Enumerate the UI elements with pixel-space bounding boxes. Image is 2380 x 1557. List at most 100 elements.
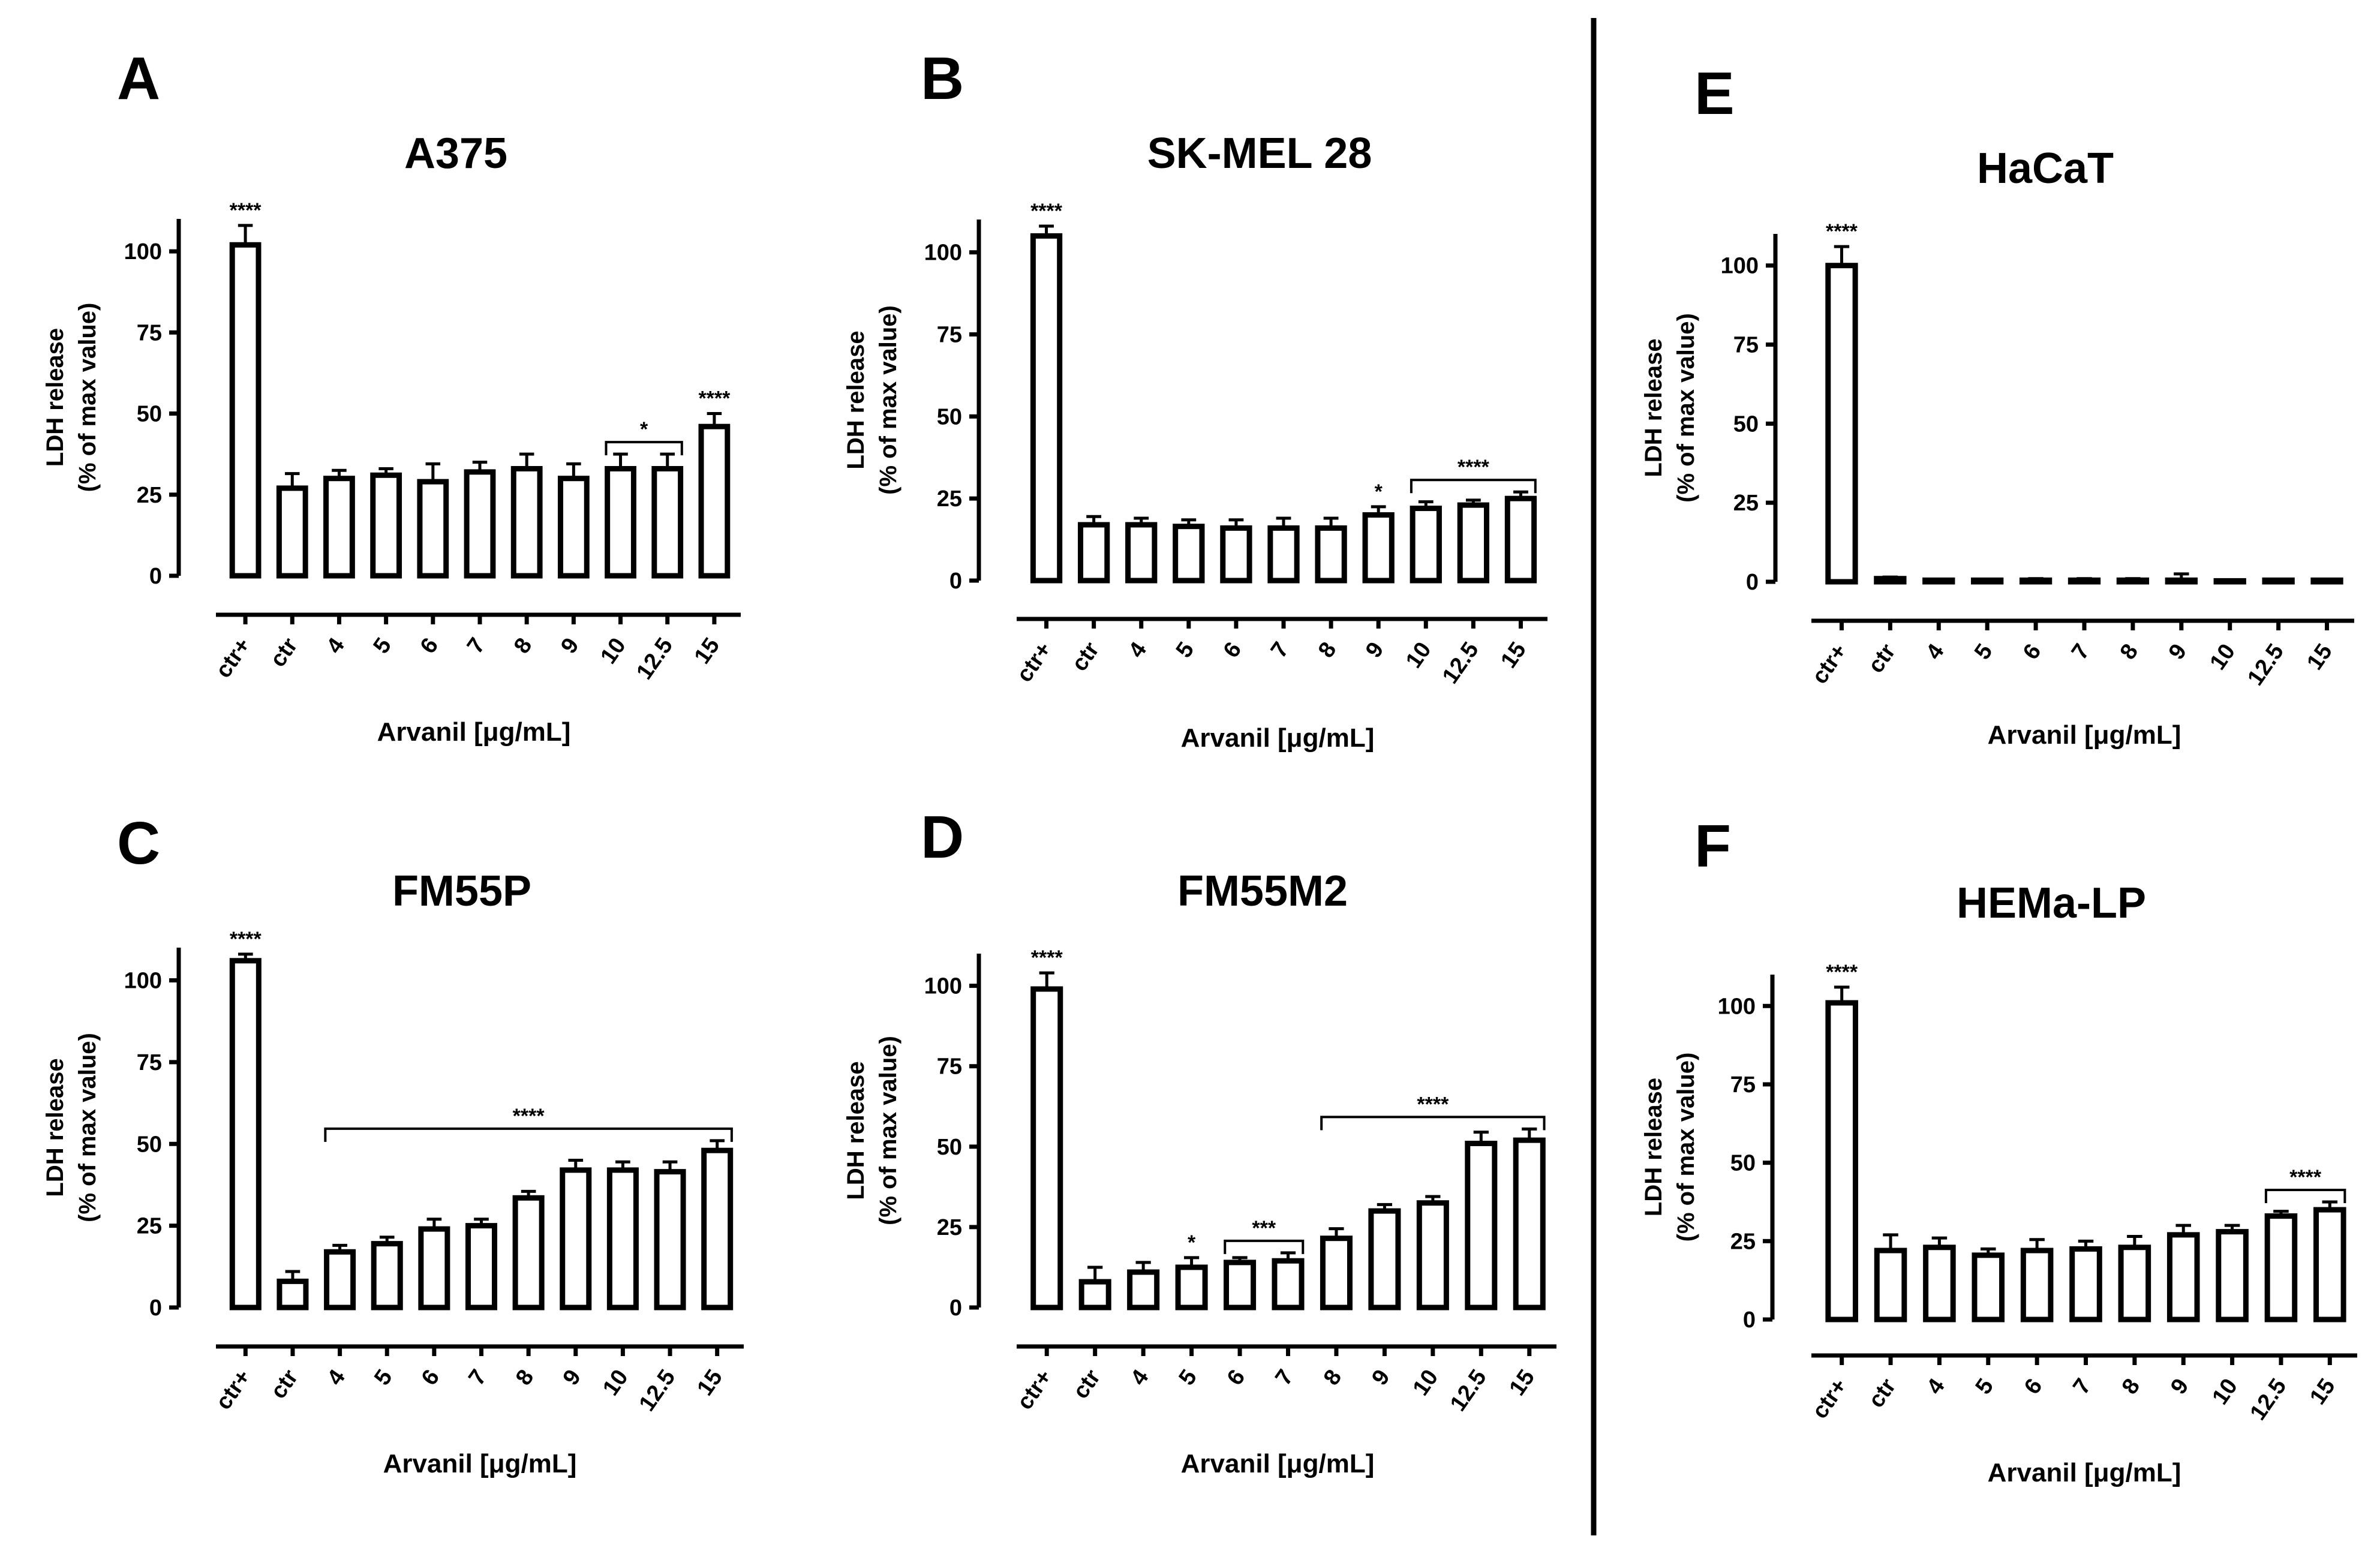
bar xyxy=(1077,522,1110,584)
x-tick-label: 4 xyxy=(322,1365,350,1390)
x-tick-label: 8 xyxy=(509,633,537,658)
bar xyxy=(371,1241,403,1310)
y-tick-label: 100 xyxy=(1718,994,1756,1019)
y-tick-label: 50 xyxy=(137,402,162,427)
bar xyxy=(2216,1229,2249,1322)
y-tick-label: 100 xyxy=(124,969,162,994)
bar xyxy=(560,1167,592,1310)
x-tick-label: 5 xyxy=(1174,1365,1202,1390)
x-axis-label: Arvanil [μg/mL] xyxy=(1988,720,2181,750)
x-tick-label: 9 xyxy=(2166,1374,2194,1399)
bar xyxy=(2116,577,2150,585)
bar xyxy=(1825,263,1858,585)
x-tick-label: 5 xyxy=(1970,639,1998,664)
significance-label: **** xyxy=(1031,946,1063,969)
bar xyxy=(654,1169,686,1310)
bar xyxy=(698,423,731,579)
bar xyxy=(1173,524,1205,584)
y-tick-label: 25 xyxy=(1733,491,1759,516)
significance-bracket xyxy=(1320,1116,1546,1131)
bar xyxy=(1504,495,1537,584)
x-axis-label: Arvanil [μg/mL] xyxy=(377,717,571,747)
panel-letter: B xyxy=(921,45,964,112)
x-tick-label: 8 xyxy=(2115,639,2144,664)
bar xyxy=(2068,577,2101,585)
chart-title: A375 xyxy=(404,130,507,178)
x-tick-label: 7 xyxy=(464,1365,492,1390)
panel-letter: F xyxy=(1694,813,1731,880)
x-tick-label: ctr xyxy=(1863,639,1900,678)
y-tick-label: 0 xyxy=(949,1296,962,1321)
bar xyxy=(229,242,262,579)
x-tick-label: 7 xyxy=(1266,638,1294,662)
y-tick-label: 75 xyxy=(137,1050,162,1075)
y-tick-label: 100 xyxy=(124,239,162,264)
x-tick-label: 4 xyxy=(1921,639,1949,664)
bar xyxy=(465,1223,498,1310)
bar xyxy=(1320,1236,1353,1310)
panel-letter: A xyxy=(117,45,160,112)
y-tick-label: 50 xyxy=(1733,411,1759,437)
bar xyxy=(417,479,449,579)
x-tick-label: 12.5 xyxy=(632,633,678,684)
bar xyxy=(2118,1245,2151,1322)
x-tick-label: 6 xyxy=(2020,1374,2048,1399)
bar xyxy=(2020,1248,2054,1322)
x-tick-label: 9 xyxy=(1361,638,1389,662)
x-tick-label: ctr+ xyxy=(211,1365,256,1414)
bar xyxy=(1874,1248,1907,1322)
bar xyxy=(1267,525,1300,584)
x-tick-label: 7 xyxy=(2068,1374,2096,1399)
y-tick-label: 100 xyxy=(924,974,962,999)
bar xyxy=(2310,577,2343,585)
x-tick-label: 15 xyxy=(2302,639,2337,675)
x-tick-label: 10 xyxy=(1408,1365,1444,1400)
x-tick-label: 9 xyxy=(558,1365,587,1390)
x-tick-label: 5 xyxy=(369,1365,398,1390)
significance-label: **** xyxy=(698,387,731,410)
x-tick-label: 10 xyxy=(596,633,631,669)
chart-title: FM55M2 xyxy=(1177,867,1348,915)
significance-label: **** xyxy=(1030,200,1063,223)
significance-label: **** xyxy=(1826,220,1858,243)
x-tick-label: 5 xyxy=(1171,638,1200,662)
bar xyxy=(510,466,543,579)
bar xyxy=(651,466,684,579)
y-tick-label: 0 xyxy=(1746,570,1759,595)
x-tick-label: 8 xyxy=(511,1365,539,1390)
x-tick-label: 6 xyxy=(1222,1365,1251,1390)
y-tick-label: 75 xyxy=(937,323,962,348)
x-tick-label: 12.5 xyxy=(635,1365,681,1416)
significance-bracket xyxy=(324,1127,733,1142)
y-axis-label: LDH release (% of max value) xyxy=(42,1033,101,1222)
x-tick-label: ctr+ xyxy=(1807,639,1852,689)
x-axis-label: Arvanil [μg/mL] xyxy=(1181,723,1375,753)
x-tick-label: ctr xyxy=(1067,638,1104,676)
x-tick-label: 15 xyxy=(1496,638,1531,673)
significance-bracket xyxy=(1410,479,1537,494)
significance-bracket xyxy=(1224,1239,1305,1254)
bar xyxy=(324,1249,356,1310)
x-tick-label: 10 xyxy=(598,1365,633,1400)
y-tick-label: 100 xyxy=(924,241,962,266)
x-tick-label: 12.5 xyxy=(1446,1365,1492,1416)
bar xyxy=(1923,1245,1956,1322)
significance-label: **** xyxy=(1417,1093,1449,1116)
bar xyxy=(1127,1269,1160,1310)
chart-title: HEMa-LP xyxy=(1957,879,2146,927)
x-tick-label: 10 xyxy=(2207,1374,2243,1409)
x-tick-label: 5 xyxy=(1971,1374,1999,1399)
bar xyxy=(1513,1137,1546,1310)
bar xyxy=(1175,1264,1208,1310)
x-tick-label: 7 xyxy=(1270,1365,1299,1390)
x-axis-label: Arvanil [μg/mL] xyxy=(1988,1458,2181,1487)
bar xyxy=(1030,233,1063,584)
y-axis-label: LDH release (% of max value) xyxy=(1640,313,1699,503)
x-tick-label: ctr xyxy=(266,1365,303,1403)
x-tick-label: 12.5 xyxy=(2245,1374,2291,1425)
bar xyxy=(1125,522,1158,584)
x-tick-label: 6 xyxy=(1219,638,1247,662)
